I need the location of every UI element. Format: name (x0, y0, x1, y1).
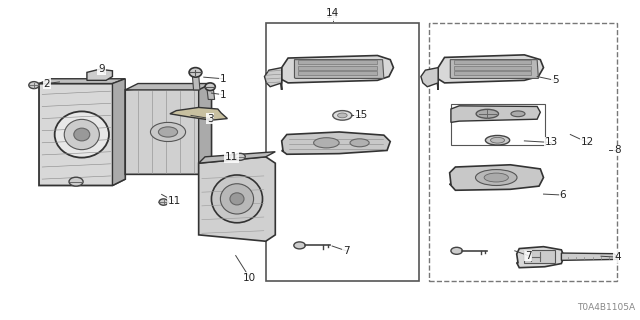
Ellipse shape (230, 193, 244, 205)
Ellipse shape (476, 170, 517, 186)
Bar (524, 251, 555, 263)
Ellipse shape (485, 135, 509, 145)
Ellipse shape (159, 199, 168, 205)
Bar (451, 104, 545, 145)
Text: 7: 7 (525, 251, 531, 260)
Polygon shape (39, 84, 125, 186)
Polygon shape (113, 79, 125, 186)
Bar (298, 60, 378, 64)
Ellipse shape (211, 175, 262, 223)
Bar (429, 23, 617, 281)
Ellipse shape (476, 109, 499, 118)
Ellipse shape (29, 82, 39, 89)
Polygon shape (207, 89, 214, 100)
Text: 7: 7 (343, 246, 349, 256)
Ellipse shape (484, 173, 508, 182)
Text: 2: 2 (44, 78, 50, 89)
Text: 11: 11 (225, 152, 238, 162)
Ellipse shape (294, 242, 305, 249)
Polygon shape (198, 157, 275, 241)
Bar (298, 66, 378, 70)
Polygon shape (561, 253, 617, 260)
Text: 11: 11 (168, 196, 181, 206)
Polygon shape (437, 55, 543, 90)
Text: 4: 4 (614, 252, 621, 262)
Bar (298, 71, 378, 75)
Text: 9: 9 (99, 64, 105, 74)
Ellipse shape (490, 137, 504, 143)
Polygon shape (125, 84, 211, 174)
Ellipse shape (333, 111, 352, 120)
Text: 13: 13 (545, 138, 558, 148)
Text: 5: 5 (552, 75, 558, 85)
Ellipse shape (74, 128, 90, 141)
Polygon shape (198, 152, 275, 163)
Ellipse shape (350, 139, 369, 147)
Text: 1: 1 (220, 74, 227, 84)
Text: 1: 1 (220, 90, 227, 100)
Bar (454, 60, 531, 64)
Text: T0A4B1105A: T0A4B1105A (577, 303, 635, 312)
Polygon shape (516, 247, 564, 268)
Ellipse shape (150, 123, 186, 141)
Polygon shape (170, 108, 227, 120)
Text: 3: 3 (207, 114, 214, 124)
Polygon shape (451, 106, 540, 123)
Text: 15: 15 (355, 110, 368, 120)
Polygon shape (282, 132, 390, 154)
Text: 10: 10 (243, 273, 256, 283)
Polygon shape (87, 69, 113, 80)
Polygon shape (451, 60, 538, 78)
Text: 8: 8 (614, 146, 621, 156)
Ellipse shape (189, 68, 202, 77)
Text: 6: 6 (559, 190, 566, 200)
Text: 14: 14 (326, 8, 339, 19)
Polygon shape (125, 84, 211, 90)
Polygon shape (192, 75, 200, 90)
Polygon shape (450, 165, 543, 190)
Ellipse shape (205, 83, 215, 91)
Ellipse shape (54, 111, 109, 158)
Ellipse shape (159, 127, 177, 137)
Ellipse shape (64, 119, 99, 150)
Ellipse shape (451, 247, 463, 254)
Bar (266, 23, 419, 281)
Ellipse shape (314, 138, 339, 148)
Ellipse shape (220, 184, 253, 214)
Ellipse shape (69, 177, 83, 186)
Ellipse shape (511, 111, 525, 117)
Polygon shape (39, 79, 125, 84)
Polygon shape (421, 68, 438, 87)
Text: 14: 14 (326, 10, 339, 20)
Polygon shape (198, 84, 211, 174)
Text: 12: 12 (581, 138, 594, 148)
Polygon shape (294, 60, 384, 78)
Ellipse shape (337, 113, 347, 118)
Bar (454, 71, 531, 75)
Ellipse shape (235, 153, 245, 160)
Polygon shape (280, 55, 394, 90)
Polygon shape (264, 68, 282, 87)
Bar (454, 66, 531, 70)
